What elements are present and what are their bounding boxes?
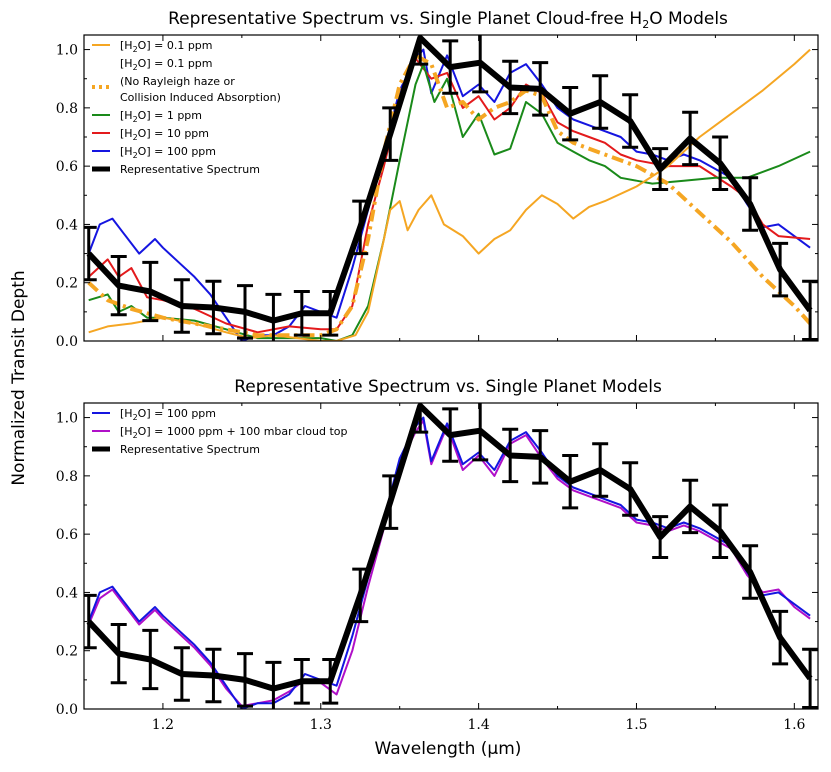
legend-label: Representative Spectrum — [120, 163, 260, 176]
legend-label: [H2O] = 1000 ppm + 100 mbar cloud top — [120, 425, 347, 440]
legend-label: [H2O] = 100 ppm — [120, 145, 216, 160]
y-tick-label: 0.8 — [56, 101, 78, 117]
y-tick-label: 1.0 — [56, 411, 78, 427]
representative-spectrum-line — [86, 403, 813, 692]
series-line — [87, 53, 812, 338]
axes-frame — [83, 402, 819, 710]
plot-area — [84, 403, 818, 709]
legend: [H2O] = 100 ppm [H2O] = 1000 ppm + 100 mb… — [92, 407, 347, 456]
bottom-panel-title: Representative Spectrum vs. Single Plane… — [234, 377, 662, 397]
plot-area — [84, 35, 818, 341]
x-tick-label: 1.2 — [152, 717, 174, 733]
x-axis-label: Wavelength (μm) — [375, 739, 522, 759]
top-panel-title: Representative Spectrum vs. Single Plane… — [168, 9, 728, 31]
legend-label: [H2O] = 10 ppm — [120, 127, 209, 142]
bottom-panel: Representative Spectrum vs. Single Plane… — [56, 377, 819, 733]
y-tick-label: 0.4 — [56, 585, 78, 601]
legend-note: (No Rayleigh haze or — [120, 75, 235, 88]
y-tick-label: 0.6 — [56, 159, 78, 175]
series-line — [87, 419, 811, 708]
legend-label: [H2O] = 100 ppm — [120, 407, 216, 422]
legend: [H2O] = 0.1 ppm [H2O] = 0.1 ppm (No Raylei… — [92, 39, 281, 176]
top-panel: Representative Spectrum vs. Single Plane… — [56, 9, 819, 350]
y-tick-label: 0.4 — [56, 217, 78, 233]
y-tick-label: 1.0 — [56, 43, 78, 59]
y-tick-label: 0.2 — [56, 276, 78, 292]
legend-label: [H2O] = 0.1 ppm — [120, 39, 213, 54]
y-axis-label: Normalized Transit Depth — [9, 270, 29, 485]
representative-spectrum-line — [86, 35, 813, 324]
legend-note: Collision Induced Absorption) — [120, 91, 281, 104]
y-tick-label: 0.0 — [56, 334, 78, 350]
axes-frame — [83, 34, 819, 342]
y-tick-label: 0.6 — [56, 527, 78, 543]
x-tick-label: 1.3 — [310, 717, 332, 733]
legend-label: [H2O] = 0.1 ppm — [120, 57, 213, 72]
legend-label: Representative Spectrum — [120, 443, 260, 456]
x-tick-label: 1.4 — [467, 717, 489, 733]
legend-label: [H2O] = 1 ppm — [120, 109, 202, 124]
x-tick-label: 1.6 — [783, 717, 805, 733]
y-tick-label: 0.0 — [56, 702, 78, 718]
y-tick-label: 0.2 — [56, 644, 78, 660]
y-tick-label: 0.8 — [56, 469, 78, 485]
x-tick-label: 1.5 — [625, 717, 647, 733]
series-line — [88, 63, 811, 341]
